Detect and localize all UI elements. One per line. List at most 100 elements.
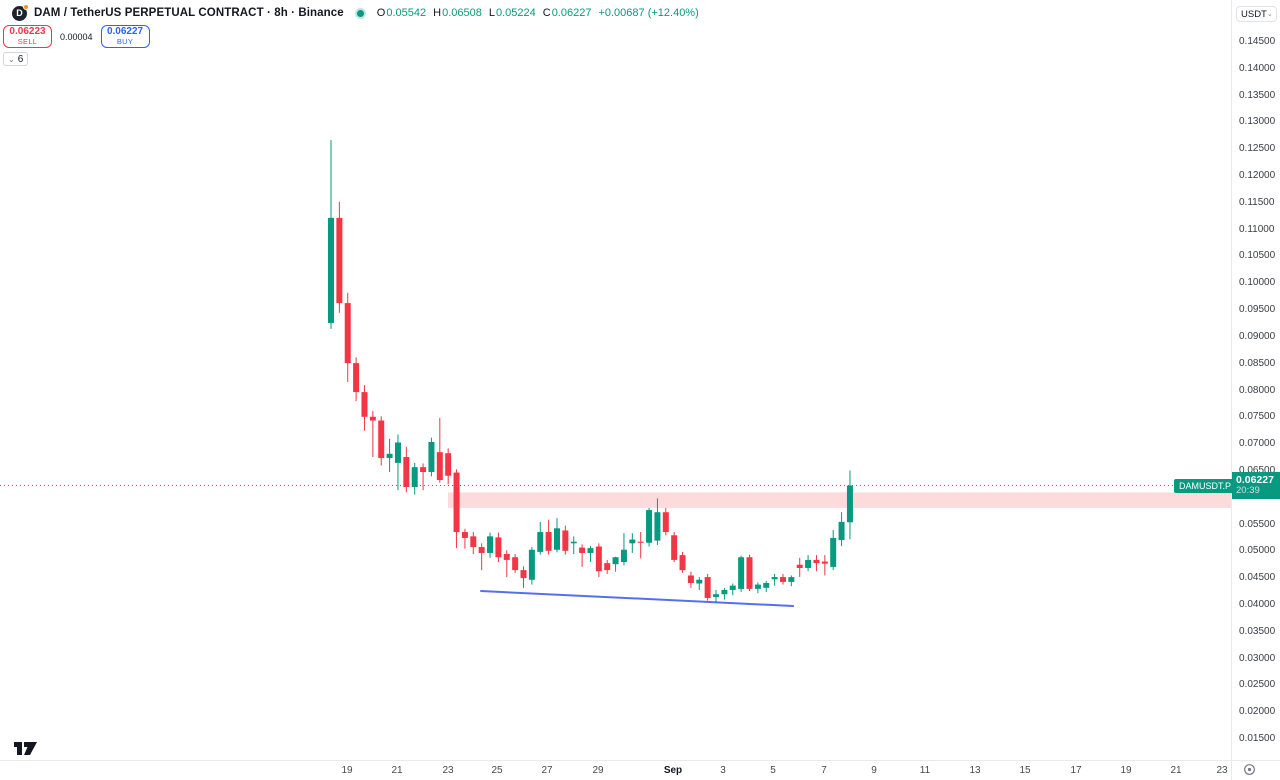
time-axis[interactable]: 19 21 23 25 27 29 Sep 3 5 7 9 11 13 15 17 19 21 23 bbox=[0, 761, 1231, 780]
candle-body bbox=[553, 528, 560, 550]
candle-body bbox=[336, 217, 343, 304]
candle-body bbox=[746, 557, 753, 589]
candle-body bbox=[344, 303, 351, 364]
candle-body bbox=[696, 579, 703, 584]
time-tick-label: 23 bbox=[442, 765, 454, 776]
candle-body bbox=[604, 563, 611, 571]
candle-body bbox=[771, 577, 778, 580]
candle-body bbox=[595, 546, 602, 572]
sell-label: SELL bbox=[17, 37, 38, 47]
candle-body bbox=[495, 537, 502, 558]
chevron-down-icon: ⌄ bbox=[1266, 11, 1273, 18]
axis-settings-gear-icon[interactable] bbox=[1243, 763, 1256, 776]
sell-button[interactable]: 0.06223 SELL bbox=[3, 25, 52, 48]
candle-body bbox=[687, 575, 694, 583]
candle-body bbox=[646, 510, 653, 543]
time-tick-label: 19 bbox=[341, 765, 353, 776]
candle-body bbox=[704, 577, 711, 598]
candle-body bbox=[729, 585, 736, 590]
candle-body bbox=[721, 589, 728, 595]
time-tick-label: 3 bbox=[720, 765, 726, 776]
candle-body bbox=[637, 541, 644, 543]
candle-body bbox=[445, 453, 452, 476]
candle-body bbox=[830, 537, 837, 567]
chart-legend: D DAM / TetherUS PERPETUAL CONTRACT · 8h… bbox=[12, 3, 699, 22]
candle-body bbox=[436, 452, 443, 481]
price-tick-label: 0.10500 bbox=[1239, 250, 1276, 262]
time-tick-label: 21 bbox=[1170, 765, 1182, 776]
time-tick-label: 9 bbox=[871, 765, 877, 776]
trendline[interactable] bbox=[480, 590, 794, 608]
candle-body bbox=[528, 549, 535, 580]
price-axis-separator bbox=[1231, 0, 1232, 780]
candle-body bbox=[453, 472, 460, 533]
candle-body bbox=[503, 554, 510, 560]
candle-body bbox=[679, 555, 686, 571]
open-label: O bbox=[376, 7, 386, 19]
price-tick-label: 0.12000 bbox=[1239, 170, 1276, 182]
candle-body bbox=[361, 392, 368, 417]
candle-body bbox=[662, 512, 669, 533]
price-tick-label: 0.10000 bbox=[1239, 277, 1276, 289]
resistance-zone[interactable] bbox=[448, 492, 1231, 508]
close-label: C bbox=[542, 7, 551, 19]
tv-logo-glyph-7 bbox=[24, 742, 37, 755]
candle-body bbox=[562, 530, 569, 551]
price-tick-label: 0.08000 bbox=[1239, 384, 1276, 396]
candle-body bbox=[587, 548, 594, 553]
time-tick-label: 27 bbox=[541, 765, 553, 776]
ohlc-values: O 0.05542 H 0.06508 L 0.05224 C 0.06227 +0.0… bbox=[377, 7, 699, 19]
time-tick-label: Sep bbox=[663, 765, 683, 776]
candle-body bbox=[713, 594, 720, 597]
time-tick-label: 15 bbox=[1019, 765, 1031, 776]
candle-body bbox=[394, 442, 401, 463]
time-tick-label: 19 bbox=[1120, 765, 1132, 776]
tradingview-logo[interactable] bbox=[8, 738, 42, 758]
buy-button[interactable]: 0.06227 BUY bbox=[100, 25, 150, 48]
candle-body bbox=[512, 557, 519, 571]
candle-body bbox=[620, 549, 627, 563]
price-tick-label: 0.12500 bbox=[1239, 143, 1276, 155]
price-tick-label: 0.05500 bbox=[1239, 518, 1276, 530]
candle-body bbox=[821, 561, 828, 564]
high-label: H bbox=[433, 7, 442, 19]
open-value: 0.05542 bbox=[386, 7, 427, 19]
symbol-title[interactable]: DAM / TetherUS PERPETUAL CONTRACT · 8h ·… bbox=[34, 7, 344, 19]
object-tree-collapse-button[interactable]: ⌄ 6 bbox=[3, 52, 29, 66]
candle-body bbox=[386, 453, 393, 459]
candle-body bbox=[403, 456, 410, 488]
bar-countdown: 20:39 bbox=[1236, 485, 1260, 497]
candle-body bbox=[654, 512, 661, 541]
candle-body bbox=[369, 416, 376, 421]
change-value: +0.00687 (+12.40%) bbox=[598, 7, 699, 19]
buy-label: BUY bbox=[116, 37, 134, 47]
candle-body bbox=[846, 485, 853, 523]
trade-widget: 0.06223 SELL 0.00004 0.06227 BUY bbox=[3, 25, 150, 48]
candle-body bbox=[779, 577, 786, 582]
market-status-icon[interactable] bbox=[356, 9, 364, 17]
candle-body bbox=[813, 559, 820, 564]
candle-body bbox=[478, 547, 485, 553]
spread-value: 0.00004 bbox=[60, 31, 93, 42]
candle-body bbox=[738, 557, 745, 589]
candle-body bbox=[428, 441, 435, 472]
close-value: 0.06227 bbox=[551, 7, 592, 19]
price-axis[interactable]: USDT ⌄ 0.14500 0.14000 0.13500 0.13000 0.125… bbox=[1232, 0, 1280, 760]
price-tick-label: 0.03500 bbox=[1239, 625, 1276, 637]
time-tick-label: 25 bbox=[491, 765, 503, 776]
price-tick-label: 0.05000 bbox=[1239, 545, 1276, 557]
chevron-down-icon: ⌄ bbox=[8, 54, 15, 64]
price-tick-label: 0.06500 bbox=[1239, 464, 1276, 476]
high-value: 0.06508 bbox=[442, 7, 482, 19]
price-tick-label: 0.02500 bbox=[1239, 679, 1276, 691]
price-tick-label: 0.03000 bbox=[1239, 652, 1276, 664]
candle-body bbox=[487, 536, 494, 553]
price-tick-label: 0.01500 bbox=[1239, 733, 1276, 744]
candle-body bbox=[470, 536, 477, 548]
candle-body bbox=[579, 547, 586, 553]
currency-selector-button[interactable]: USDT ⌄ bbox=[1236, 6, 1277, 22]
time-tick-label: 29 bbox=[592, 765, 604, 776]
candle-body bbox=[805, 559, 812, 568]
symbol-notification-dot-icon bbox=[23, 3, 29, 10]
